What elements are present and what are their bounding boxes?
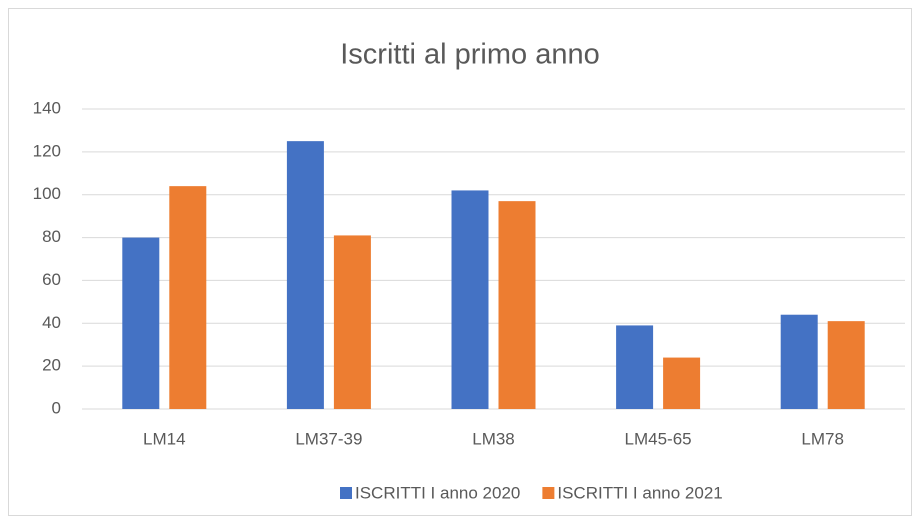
- bar: [498, 201, 536, 409]
- y-tick-label: 140: [33, 98, 61, 117]
- y-tick-label: 60: [42, 270, 61, 289]
- x-tick-label: LM37-39: [295, 429, 362, 448]
- chart-title: Iscritti al primo anno: [340, 39, 600, 71]
- bar: [122, 237, 160, 409]
- bar: [286, 141, 324, 409]
- x-tick-label: LM38: [472, 429, 515, 448]
- bar: [451, 190, 489, 409]
- bar: [827, 321, 865, 409]
- legend-swatch: [542, 487, 555, 499]
- bar: [663, 357, 701, 409]
- x-tick-label: LM14: [143, 429, 186, 448]
- x-tick-label: LM78: [801, 429, 844, 448]
- bar: [169, 186, 207, 409]
- x-tick-label: LM45-65: [625, 429, 692, 448]
- y-tick-label: 120: [33, 141, 61, 160]
- y-tick-label: 100: [33, 184, 61, 203]
- y-tick-label: 80: [42, 227, 61, 246]
- bar: [333, 235, 371, 409]
- legend-swatch: [340, 487, 352, 499]
- y-tick-label: 0: [52, 398, 61, 417]
- y-tick-label: 40: [42, 313, 61, 332]
- legend-label: ISCRITTI I anno 2020: [355, 483, 520, 502]
- y-tick-label: 20: [42, 356, 61, 375]
- bar: [616, 325, 654, 409]
- bar: [780, 314, 818, 409]
- legend-label: ISCRITTI I anno 2021: [557, 483, 722, 502]
